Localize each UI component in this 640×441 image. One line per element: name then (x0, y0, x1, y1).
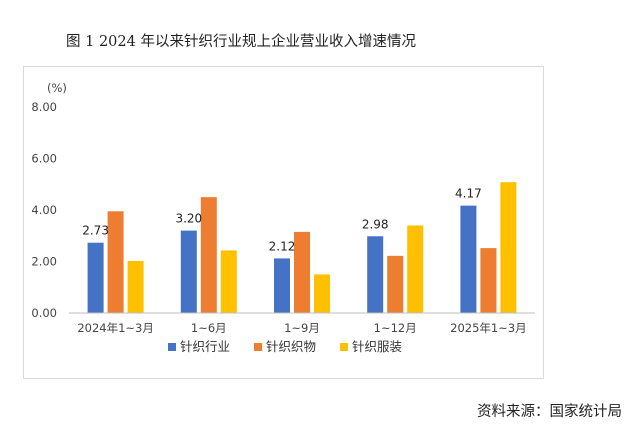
legend-label: 针织服装 (352, 339, 402, 354)
x-tick-label: 1~12月 (374, 321, 417, 335)
x-tick-label: 1~6月 (191, 321, 227, 335)
bar-3 (314, 274, 330, 313)
data-label: 3.20 (175, 212, 202, 226)
legend-swatch (168, 343, 176, 351)
bars (87, 182, 517, 313)
y-tick-label: 4.00 (31, 203, 57, 217)
data-label: 2.98 (362, 217, 389, 231)
legend-label: 针织行业 (180, 339, 230, 354)
bar-3 (220, 250, 237, 313)
legend-label: 针织织物 (266, 339, 316, 354)
legend-swatch (340, 343, 348, 351)
y-tick-label: 8.00 (31, 100, 57, 114)
bar-2 (107, 211, 124, 313)
x-tick-label: 2024年1~3月 (77, 321, 154, 335)
bar-1 (180, 230, 197, 313)
bar-3 (500, 182, 517, 313)
y-tick-label: 0.00 (31, 306, 57, 320)
bar-1 (460, 205, 477, 313)
data-label: 2.73 (82, 224, 109, 238)
figure-title: 图 1 2024 年以来针织行业规上企业营业收入增速情况 (66, 34, 416, 50)
bar-1 (367, 236, 384, 313)
legend-swatch (254, 343, 262, 351)
bar-1 (274, 258, 290, 313)
data-label: 4.17 (455, 187, 482, 201)
bar-1 (87, 242, 104, 313)
y-tick-label: 2.00 (31, 255, 57, 269)
x-tick-label: 1~9月 (284, 321, 320, 335)
x-axis: 2024年1~3月 1~6月 1~9月 1~12月 2025年1~3月 (69, 312, 535, 335)
source-note: 资料来源：国家统计局 (477, 404, 622, 420)
bar-2 (480, 248, 497, 313)
y-axis-label: (%) (47, 81, 67, 95)
bar-3 (127, 260, 144, 313)
bar-2 (294, 231, 310, 313)
bar-2 (200, 197, 217, 313)
bar-3 (407, 225, 424, 313)
x-tick-label: 2025年1~3月 (450, 321, 527, 335)
y-tick-label: 6.00 (31, 152, 57, 166)
data-labels: 2.73 3.20 2.12 2.98 4.17 (82, 187, 482, 254)
data-label: 2.12 (269, 239, 296, 253)
legend: 针织行业 针织织物 针织服装 (168, 339, 402, 354)
y-axis: (%) 0.00 2.00 4.00 6.00 8.00 (31, 81, 67, 320)
bar-2 (387, 255, 404, 313)
